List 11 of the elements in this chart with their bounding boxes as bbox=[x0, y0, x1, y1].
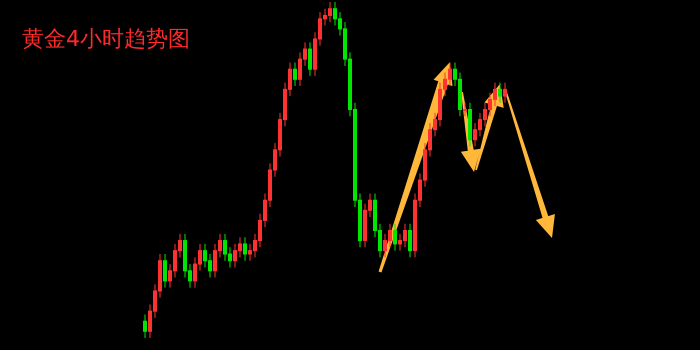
candlestick bbox=[293, 62, 297, 86]
candlestick bbox=[163, 254, 167, 288]
candlestick bbox=[393, 223, 397, 252]
candlestick bbox=[503, 82, 507, 104]
candlestick bbox=[143, 314, 147, 338]
candlestick bbox=[463, 102, 467, 117]
candlestick bbox=[498, 82, 502, 104]
candlestick bbox=[408, 223, 412, 258]
candlestick bbox=[308, 42, 312, 76]
candlestick bbox=[243, 236, 247, 262]
text: 黄金4小时趋势图 bbox=[22, 27, 190, 52]
